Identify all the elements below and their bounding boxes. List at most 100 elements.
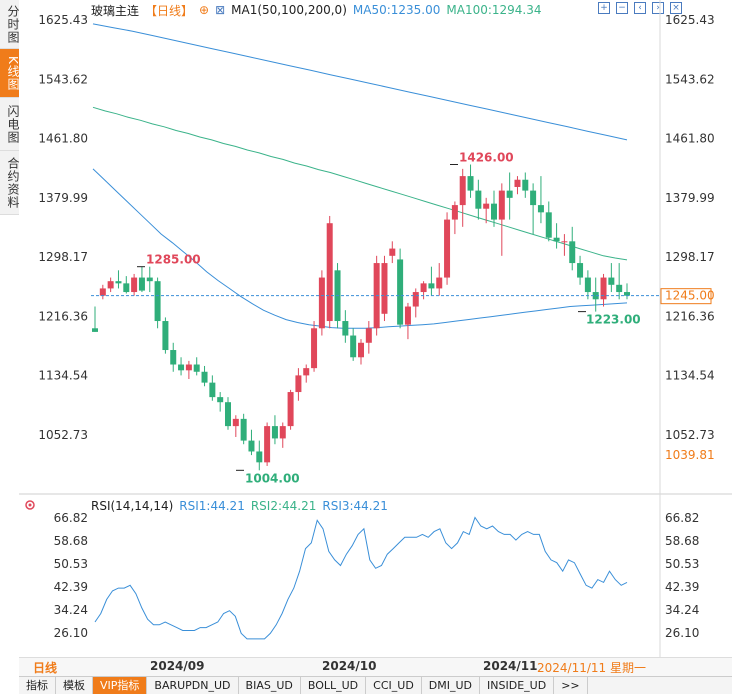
low-price-label: 1039.81 [665, 448, 715, 462]
price-tick-right: 1298.17 [665, 250, 715, 264]
current-price-label: 1245.00 [665, 289, 715, 303]
price-tick-left: 1625.43 [38, 13, 88, 27]
candle-body [288, 392, 294, 426]
candle-body [577, 263, 583, 277]
candle-body [530, 191, 536, 205]
rsi-tick-right: 42.39 [665, 580, 699, 594]
candle-body [358, 343, 364, 357]
annotation-label: 1426.00 [459, 151, 514, 165]
period-button[interactable]: 日线 [33, 659, 57, 676]
candle-body [280, 426, 286, 438]
candle-body [139, 278, 145, 291]
rsi-tick-left: 26.10 [54, 626, 88, 640]
cursor-date: 2024/11/11 星期一 [537, 659, 646, 676]
tab-bias[interactable]: BIAS_UD [239, 677, 301, 694]
candle-body [217, 397, 223, 402]
candle-body [295, 375, 301, 392]
candle-body [327, 223, 333, 321]
candle-body [397, 259, 403, 324]
more-tabs-button[interactable]: >> [554, 677, 587, 694]
candle-body [624, 292, 630, 296]
tab-indicators[interactable]: 指标 [19, 677, 56, 694]
date-tick: 2024/10 [322, 659, 376, 673]
candle-body [554, 238, 560, 242]
candle-body [499, 191, 505, 220]
price-tick-left: 1298.17 [38, 250, 88, 264]
rsi-tick-right: 66.82 [665, 511, 699, 525]
price-tick-right: 1216.36 [665, 309, 715, 323]
tab-templates[interactable]: 模板 [56, 677, 93, 694]
candle-body [507, 191, 513, 198]
candle-body [444, 220, 450, 278]
tab-barupdn[interactable]: BARUPDN_UD [147, 677, 238, 694]
rsi-settings-icon[interactable] [26, 501, 34, 509]
candle-body [428, 283, 434, 288]
candle-body [186, 365, 192, 371]
candle-body [413, 292, 419, 306]
candle-body [194, 365, 200, 372]
date-tick: 2024/09 [150, 659, 204, 673]
price-tick-left: 1216.36 [38, 309, 88, 323]
indicator-tabs: 指标 模板 VIP指标 BARUPDN_UD BIAS_UD BOLL_UD C… [19, 676, 732, 694]
candle-body [209, 383, 215, 397]
ma50-line [93, 169, 627, 328]
annotation-label: 1223.00 [586, 313, 641, 327]
candle-body [342, 321, 348, 335]
price-tick-right: 1134.54 [665, 369, 715, 383]
candle-body [616, 285, 622, 292]
candle-body [405, 307, 411, 325]
tab-inside[interactable]: INSIDE_UD [480, 677, 554, 694]
tab-cci[interactable]: CCI_UD [366, 677, 422, 694]
rsi-legend: RSI(14,14,14) RSI1:44.21 RSI2:44.21 RSI3… [91, 499, 388, 513]
tab-vip-indicators[interactable]: VIP指标 [93, 677, 147, 694]
rsi-tick-right: 34.24 [665, 603, 699, 617]
candle-body [381, 263, 387, 314]
rsi-tick-right: 26.10 [665, 626, 699, 640]
candle-body [303, 368, 309, 375]
candle-body [131, 278, 137, 292]
candle-body [608, 278, 614, 285]
candle-body [170, 350, 176, 364]
rsi-tick-left: 34.24 [54, 603, 88, 617]
price-tick-left: 1052.73 [38, 428, 88, 442]
candle-body [468, 176, 474, 190]
candle-body [162, 321, 168, 350]
tab-dmi[interactable]: DMI_UD [422, 677, 480, 694]
price-tick-right: 1052.73 [665, 428, 715, 442]
price-tick-right: 1379.99 [665, 191, 715, 205]
rsi2-label: RSI2:44.21 [251, 499, 317, 513]
rsi-tick-left: 50.53 [54, 557, 88, 571]
rsi-tick-left: 66.82 [54, 511, 88, 525]
price-tick-right: 1543.62 [665, 72, 715, 86]
candle-body [100, 288, 106, 295]
candle-body [311, 328, 317, 368]
candle-body [436, 278, 442, 289]
candle-body [538, 205, 544, 212]
rsi-tick-left: 58.68 [54, 534, 88, 548]
candle-body [92, 328, 98, 332]
rsi-tick-right: 58.68 [665, 534, 699, 548]
candle-body [147, 278, 153, 282]
rsi3-label: RSI3:44.21 [322, 499, 388, 513]
tab-boll[interactable]: BOLL_UD [301, 677, 366, 694]
rsi-tick-left: 42.39 [54, 580, 88, 594]
rsi-tick-right: 50.53 [665, 557, 699, 571]
candle-body [522, 180, 528, 191]
annotation-label: 1004.00 [245, 471, 300, 485]
candle-body [202, 372, 208, 383]
candle-body [491, 204, 497, 220]
candle-body [483, 204, 489, 209]
candle-body [366, 328, 372, 342]
rsi1-label: RSI1:44.21 [179, 499, 245, 513]
candle-body [178, 365, 184, 371]
price-tick-right: 1461.80 [665, 132, 715, 146]
candle-body [241, 419, 247, 441]
candle-body [115, 281, 121, 283]
candle-body [350, 336, 356, 358]
candle-body [256, 451, 262, 462]
candle-body [272, 426, 278, 438]
candle-body [460, 176, 466, 205]
candle-body [108, 281, 114, 288]
candle-body [319, 278, 325, 329]
candle-body [514, 180, 520, 187]
